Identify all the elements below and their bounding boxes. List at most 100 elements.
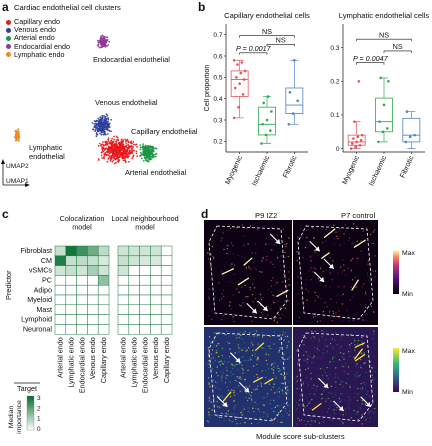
spot xyxy=(213,385,215,387)
umap-point xyxy=(121,153,124,156)
spot xyxy=(336,366,339,368)
spot xyxy=(306,236,308,239)
umap-point xyxy=(124,154,127,157)
heatmap-cell xyxy=(139,294,151,306)
data-point xyxy=(404,140,408,144)
colorbar-label-2: importance xyxy=(16,400,23,434)
spot xyxy=(298,316,300,318)
spot xyxy=(288,414,290,416)
spot xyxy=(243,244,245,246)
umap-point xyxy=(130,148,133,151)
spot xyxy=(310,357,313,359)
spot xyxy=(252,365,255,367)
spot xyxy=(218,343,220,345)
spot xyxy=(215,372,218,374)
spot xyxy=(245,267,248,269)
umap-point xyxy=(103,120,106,123)
spot xyxy=(340,366,342,369)
spot xyxy=(348,403,350,405)
heatmap-cell xyxy=(160,304,173,315)
spot xyxy=(257,377,259,379)
umap-point xyxy=(120,142,122,145)
spot xyxy=(372,387,374,389)
spot xyxy=(307,367,310,369)
spot xyxy=(240,334,242,336)
spot xyxy=(312,316,314,318)
spot xyxy=(232,253,234,255)
data-point xyxy=(291,112,295,115)
spot xyxy=(360,336,363,338)
spot xyxy=(325,228,327,231)
spot xyxy=(315,421,317,423)
spot xyxy=(347,403,349,405)
spot xyxy=(232,367,234,369)
signal-streak xyxy=(354,342,365,348)
heatmap-cell xyxy=(117,275,130,286)
spot xyxy=(367,391,369,393)
spot xyxy=(271,368,273,370)
spot xyxy=(310,227,313,229)
spot xyxy=(248,397,250,399)
spot xyxy=(361,389,363,391)
heatmap-cell xyxy=(150,324,162,335)
spot xyxy=(218,361,221,363)
umap-point xyxy=(110,150,113,153)
umap-point xyxy=(127,141,130,144)
data-point xyxy=(296,99,299,103)
spot xyxy=(361,368,363,370)
spot xyxy=(335,344,337,346)
spot xyxy=(363,416,365,418)
spot xyxy=(361,423,363,425)
spot xyxy=(297,363,299,365)
heatmap-cell xyxy=(65,324,77,335)
spot xyxy=(216,365,218,367)
umap-point xyxy=(104,44,107,47)
data-point xyxy=(262,101,265,105)
legend-dot xyxy=(6,44,11,50)
spot xyxy=(210,265,212,268)
spot xyxy=(213,345,215,347)
spot xyxy=(354,392,356,394)
heatmap-cell xyxy=(117,255,130,266)
spot xyxy=(273,399,275,402)
spot xyxy=(281,390,284,392)
spot xyxy=(256,359,258,361)
spot xyxy=(318,422,321,424)
heatmap-cell xyxy=(139,275,151,286)
spot xyxy=(308,355,310,358)
spot xyxy=(355,374,357,376)
umap-point xyxy=(100,122,103,124)
spot xyxy=(352,320,354,322)
spot xyxy=(241,338,243,340)
spot xyxy=(318,340,320,342)
heatmap-cell xyxy=(54,265,67,276)
spot xyxy=(211,409,213,411)
spot xyxy=(272,300,274,303)
spot xyxy=(329,271,331,274)
y-tick-label: 0.4 xyxy=(213,96,222,103)
umap-point xyxy=(102,126,104,129)
spot xyxy=(310,416,312,418)
spot xyxy=(237,254,239,256)
colorbar-min-label: Min xyxy=(402,389,413,396)
significance-bracket xyxy=(356,38,412,42)
umap-point xyxy=(139,144,142,146)
signal-streak xyxy=(354,354,366,362)
spot xyxy=(306,410,308,412)
spot xyxy=(348,396,350,398)
spot xyxy=(287,271,289,273)
umap-point xyxy=(101,141,104,143)
umap-point xyxy=(117,151,120,154)
spot xyxy=(349,334,351,336)
spot xyxy=(297,276,299,278)
spot xyxy=(265,369,267,371)
spot xyxy=(225,245,227,247)
heatmap-cell xyxy=(128,255,140,266)
spot xyxy=(373,229,376,231)
spot xyxy=(276,257,279,259)
signal-streak xyxy=(237,277,250,286)
spot xyxy=(354,344,356,346)
spot xyxy=(216,395,218,397)
spot xyxy=(260,311,262,314)
spot xyxy=(221,354,223,356)
